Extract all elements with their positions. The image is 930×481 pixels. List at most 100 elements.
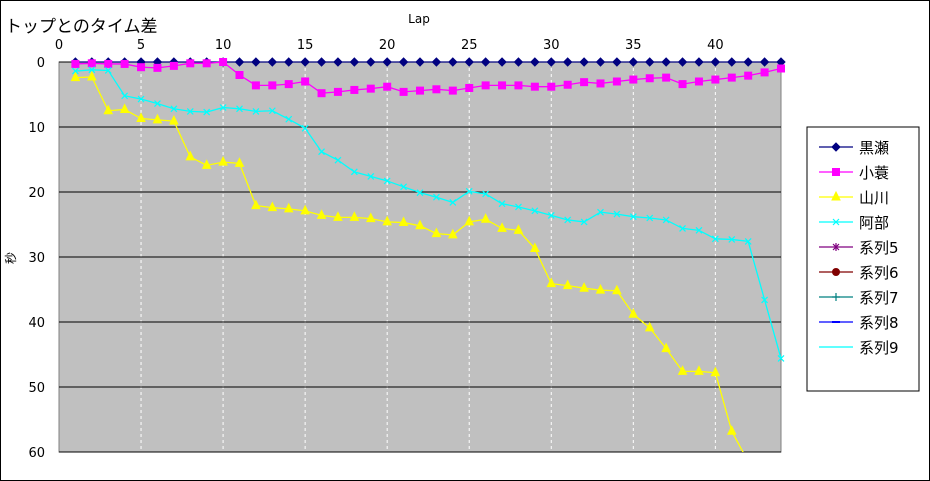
data-point	[333, 57, 343, 67]
data-point	[285, 115, 293, 123]
legend-label: 黒瀬	[859, 139, 889, 157]
data-point	[283, 202, 294, 213]
data-point	[480, 213, 491, 223]
data-point	[513, 57, 524, 67]
data-point	[202, 59, 211, 68]
data-point	[579, 282, 589, 292]
data-point	[646, 214, 654, 222]
legend-label: 系列7	[859, 289, 899, 307]
legend-item: 黒瀬	[819, 139, 889, 157]
data-point	[832, 218, 840, 226]
data-point	[136, 112, 146, 123]
y-axis-label: 秒	[4, 252, 18, 264]
data-point	[87, 59, 96, 68]
data-point	[777, 354, 785, 362]
data-point	[169, 115, 179, 125]
data-point	[383, 82, 392, 91]
data-point	[727, 73, 736, 82]
data-point	[580, 218, 588, 226]
data-point	[121, 92, 129, 100]
data-point	[234, 57, 245, 67]
data-point	[694, 77, 703, 86]
x-tick-label: 0	[55, 38, 63, 53]
x-tick-label: 10	[215, 38, 232, 53]
data-point	[661, 57, 671, 67]
legend-label: 系列5	[859, 239, 899, 257]
data-point	[349, 211, 360, 221]
data-point	[218, 155, 228, 166]
data-point	[448, 228, 458, 239]
y-tick-label: 50	[28, 381, 45, 396]
data-point	[70, 71, 81, 82]
legend-label: 系列6	[859, 264, 899, 282]
data-point	[580, 78, 589, 87]
legend-item: 小蓑	[819, 164, 889, 182]
data-point	[431, 227, 442, 238]
data-point	[316, 209, 327, 219]
legend-item: 系列6	[819, 264, 899, 282]
y-tick-label: 20	[28, 186, 45, 201]
data-point	[316, 57, 327, 67]
data-point	[744, 71, 753, 80]
data-point	[710, 366, 721, 377]
data-point	[300, 204, 310, 215]
data-point	[662, 216, 670, 224]
data-point	[431, 57, 442, 67]
data-point	[87, 70, 97, 81]
data-point	[432, 193, 440, 201]
data-point	[448, 57, 458, 67]
data-point	[498, 200, 506, 208]
data-point	[832, 243, 840, 251]
data-point	[832, 293, 840, 301]
data-point	[300, 57, 310, 67]
data-point	[677, 57, 688, 67]
legend-label: 阿部	[859, 214, 889, 232]
data-point	[531, 207, 539, 215]
x-tick-label: 40	[707, 38, 724, 53]
data-point	[595, 57, 606, 67]
y-tick-label: 30	[28, 251, 45, 266]
x-tick-label: 35	[625, 38, 642, 53]
data-point	[400, 183, 408, 191]
data-point	[832, 268, 840, 276]
data-point	[613, 210, 621, 218]
data-point	[678, 80, 687, 89]
data-point	[831, 190, 841, 201]
data-point	[497, 57, 507, 67]
data-point	[727, 57, 737, 67]
data-point	[415, 57, 425, 67]
data-point	[695, 226, 703, 234]
data-point	[382, 215, 392, 226]
data-point	[564, 216, 572, 224]
data-point	[694, 57, 704, 67]
data-point	[219, 104, 227, 111]
data-point	[831, 142, 841, 152]
data-point	[628, 308, 639, 318]
data-point	[546, 277, 557, 288]
data-point	[366, 84, 375, 93]
data-point	[513, 224, 524, 234]
data-point	[644, 321, 655, 332]
data-point	[597, 208, 604, 216]
data-point	[465, 187, 473, 195]
data-point	[170, 105, 178, 113]
data-point	[366, 57, 376, 67]
data-point	[482, 190, 490, 198]
y-tick-label: 0	[37, 56, 45, 71]
series-line	[75, 69, 782, 359]
data-point	[432, 85, 441, 94]
data-point	[711, 75, 720, 84]
data-point	[530, 57, 540, 67]
data-point	[677, 365, 688, 375]
data-point	[629, 213, 637, 221]
data-point	[152, 113, 163, 124]
data-point	[349, 57, 360, 67]
data-point	[480, 57, 491, 67]
y-tick-labels: 0 10 20 30 40 50 60	[28, 56, 45, 461]
data-point	[268, 81, 277, 90]
data-point	[398, 57, 409, 67]
data-point	[530, 82, 539, 91]
data-point	[398, 216, 409, 227]
data-point	[317, 89, 326, 98]
